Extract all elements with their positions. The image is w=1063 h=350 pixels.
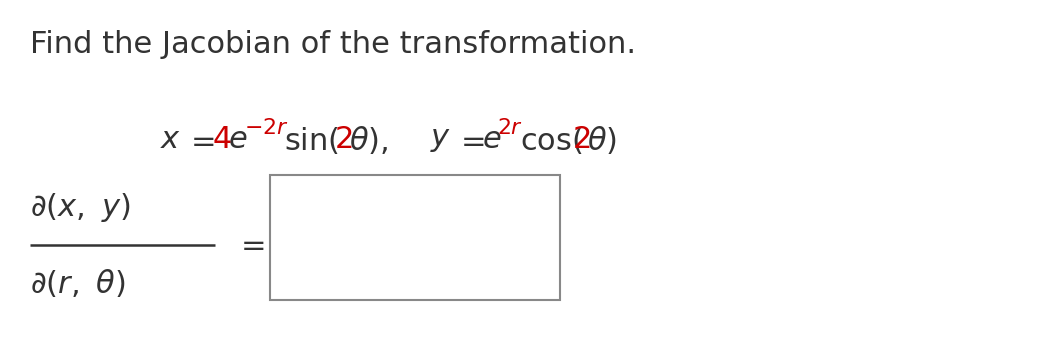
Text: $\partial(r,\ \theta)$: $\partial(r,\ \theta)$ [30,267,125,299]
Text: Find the Jacobian of the transformation.: Find the Jacobian of the transformation. [30,30,636,59]
Text: $=$: $=$ [455,126,486,154]
Text: $\mathrm{cos}($: $\mathrm{cos}($ [520,125,583,155]
Text: $=$: $=$ [185,126,216,154]
Text: $x$: $x$ [161,126,181,154]
Text: $e$: $e$ [227,126,248,154]
Text: $\mathrm{sin}($: $\mathrm{sin}($ [284,125,339,155]
Text: $=$: $=$ [235,231,266,259]
Text: $2r$: $2r$ [497,118,523,138]
Text: $2$: $2$ [334,126,352,154]
Text: $\partial(x,\ y)$: $\partial(x,\ y)$ [30,190,131,224]
Text: $y$: $y$ [431,126,451,154]
Text: $\theta)$: $\theta)$ [587,124,617,156]
Text: $e$: $e$ [482,126,502,154]
FancyBboxPatch shape [270,175,560,300]
Text: $2$: $2$ [572,126,590,154]
Text: $\theta),$: $\theta),$ [349,124,388,156]
Text: $4$: $4$ [212,126,232,154]
Text: $-2r$: $-2r$ [244,118,289,138]
